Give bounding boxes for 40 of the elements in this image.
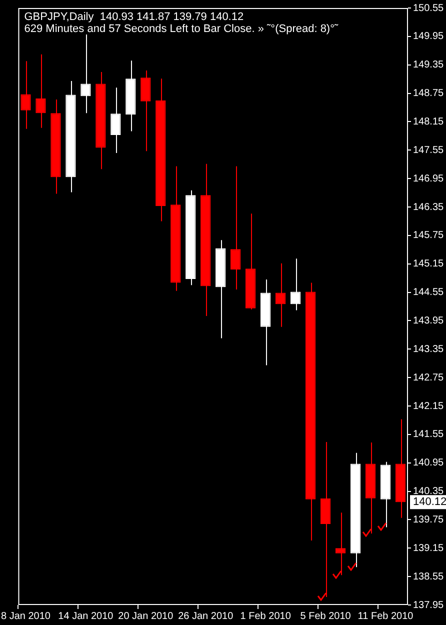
x-tick-label: 5 Feb 2010 bbox=[300, 610, 352, 622]
candlestick bbox=[110, 87, 121, 154]
y-tick-label: 142.15 bbox=[413, 400, 444, 412]
x-tick-label: 11 Feb 2010 bbox=[358, 610, 414, 622]
y-tick-label: 143.95 bbox=[413, 315, 444, 326]
y-tick-label: 138.55 bbox=[413, 571, 444, 582]
y-tick-label: 141.55 bbox=[413, 429, 444, 440]
candlestick bbox=[140, 70, 151, 152]
x-tick-label: 26 Jan 2010 bbox=[178, 610, 234, 622]
y-tick-label: 139.75 bbox=[413, 514, 444, 526]
candlestick bbox=[230, 166, 241, 290]
candlestick bbox=[320, 442, 331, 598]
x-tick-label: 14 Jan 2010 bbox=[58, 610, 114, 622]
y-tick-label: 146.95 bbox=[413, 173, 444, 184]
y-tick-label: 150.55 bbox=[413, 2, 444, 14]
annotation: 140.12 bbox=[413, 496, 446, 508]
y-tick-label: 144.55 bbox=[413, 287, 444, 298]
y-tick-label: 140.95 bbox=[413, 458, 444, 469]
candlestick bbox=[275, 262, 286, 328]
chart-title: GBPJPY,Daily 140.93 141.87 139.79 140.12 bbox=[24, 11, 244, 23]
candlestick bbox=[36, 54, 46, 128]
y-tick-label: 148.75 bbox=[413, 88, 444, 100]
y-tick-label: 143.35 bbox=[413, 344, 444, 355]
x-tick-label: 20 Jan 2010 bbox=[118, 610, 174, 622]
y-tick-label: 146.35 bbox=[413, 202, 444, 213]
y-tick-label: 139.15 bbox=[413, 542, 444, 554]
y-tick-label: 145.75 bbox=[413, 230, 444, 242]
candlestick bbox=[80, 34, 91, 114]
y-tick-label: 140.35 bbox=[413, 486, 444, 498]
y-tick-label: 137.95 bbox=[413, 600, 444, 611]
candlestick bbox=[335, 512, 346, 576]
y-tick-label: 148.15 bbox=[413, 116, 444, 128]
y-tick-label: 147.55 bbox=[413, 144, 444, 156]
x-tick-label: 1 Feb 2010 bbox=[240, 610, 292, 622]
text: 629 Minutes and 57 Seconds Left to Bar Close. » ˜°(Spread: 8)°˜ bbox=[24, 23, 338, 35]
y-tick-label: 145.15 bbox=[413, 258, 444, 270]
y-tick-label: 149.95 bbox=[413, 31, 444, 42]
y-tick-label: 149.35 bbox=[413, 60, 444, 71]
y-tick-label: 142.75 bbox=[413, 372, 444, 384]
x-tick-label: 8 Jan 2010 bbox=[0, 610, 51, 622]
